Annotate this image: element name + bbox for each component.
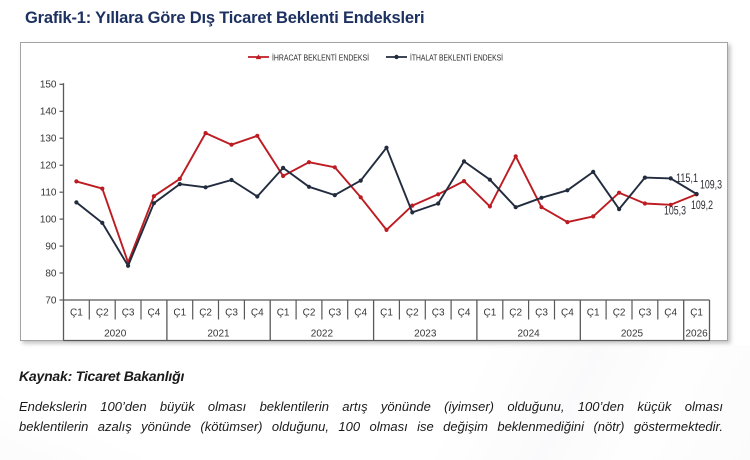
svg-text:Ç4: Ç4 [664, 308, 677, 319]
svg-text:Ç1: Ç1 [484, 308, 497, 319]
svg-text:Ç3: Ç3 [432, 308, 445, 319]
svg-text:Ç2: Ç2 [96, 308, 109, 319]
svg-text:Ç3: Ç3 [328, 308, 341, 319]
svg-text:Ç2: Ç2 [509, 308, 522, 319]
svg-text:130: 130 [40, 134, 57, 145]
svg-text:Ç2: Ç2 [406, 308, 419, 319]
svg-text:90: 90 [45, 242, 57, 253]
svg-text:Ç3: Ç3 [225, 308, 238, 319]
svg-text:2024: 2024 [517, 329, 540, 340]
svg-text:140: 140 [40, 107, 57, 118]
svg-text:Ç4: Ç4 [561, 308, 574, 319]
svg-text:109,2: 109,2 [691, 200, 713, 212]
svg-text:2022: 2022 [311, 329, 334, 340]
svg-text:Ç2: Ç2 [613, 308, 626, 319]
svg-text:Ç4: Ç4 [354, 308, 367, 319]
svg-text:İHRACAT BEKLENTİ ENDEKSİ: İHRACAT BEKLENTİ ENDEKSİ [272, 52, 369, 62]
svg-text:Ç4: Ç4 [148, 308, 161, 319]
svg-text:Ç1: Ç1 [380, 308, 393, 319]
svg-text:Ç4: Ç4 [458, 308, 471, 319]
svg-text:Ç2: Ç2 [303, 308, 316, 319]
svg-text:Ç1: Ç1 [690, 308, 703, 319]
svg-text:Ç1: Ç1 [587, 308, 600, 319]
svg-text:Ç1: Ç1 [173, 308, 186, 319]
svg-text:2021: 2021 [207, 329, 230, 340]
svg-text:Ç3: Ç3 [535, 308, 548, 319]
svg-text:Ç3: Ç3 [639, 308, 652, 319]
svg-text:2026: 2026 [685, 329, 708, 340]
svg-text:Ç2: Ç2 [199, 308, 212, 319]
svg-text:80: 80 [45, 268, 57, 279]
svg-text:İTHALAT BEKLENTİ ENDEKSİ: İTHALAT BEKLENTİ ENDEKSİ [410, 52, 503, 62]
svg-text:Ç4: Ç4 [251, 308, 264, 319]
svg-text:2023: 2023 [414, 329, 437, 340]
svg-text:120: 120 [40, 161, 57, 172]
svg-text:100: 100 [40, 215, 57, 226]
svg-text:115,1: 115,1 [676, 173, 698, 185]
svg-text:Ç3: Ç3 [122, 308, 135, 319]
svg-text:110: 110 [41, 188, 57, 199]
svg-text:150: 150 [40, 80, 57, 91]
svg-text:Ç1: Ç1 [277, 308, 290, 319]
svg-text:109,3: 109,3 [700, 180, 722, 192]
svg-text:2025: 2025 [621, 329, 644, 340]
svg-text:70: 70 [45, 295, 57, 306]
svg-text:2020: 2020 [104, 329, 127, 340]
svg-text:105,3: 105,3 [664, 206, 686, 218]
svg-text:Ç1: Ç1 [70, 308, 83, 319]
